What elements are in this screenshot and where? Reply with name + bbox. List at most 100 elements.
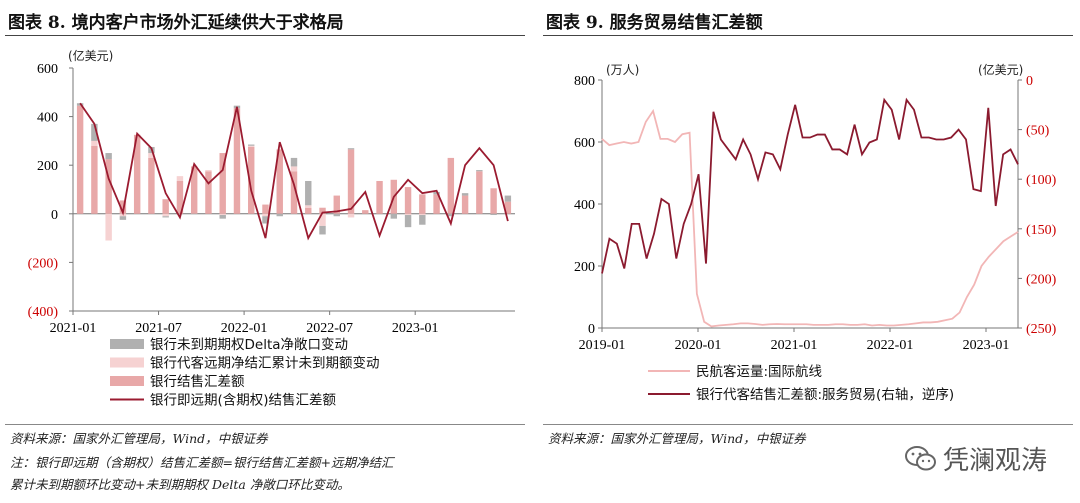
- right-source-rule: [543, 424, 1073, 425]
- line-intl-passenger: [601, 108, 1019, 328]
- right-source-text: 资料来源：国家外汇管理局，Wind，中银证券: [548, 431, 806, 446]
- bar-forward-change: [162, 213, 169, 217]
- bar-spot-balance: [376, 180, 383, 214]
- left-legend-swatch: [110, 339, 144, 349]
- left-x-tick-label: 2022-07: [306, 321, 353, 336]
- line-spot-forward-balance: [79, 102, 509, 241]
- bar-spot-balance: [305, 207, 312, 214]
- bar-delta-change: [262, 216, 269, 224]
- brand-text: 凭澜观涛: [943, 446, 1048, 476]
- bar-delta-change: [305, 180, 312, 206]
- left-unit-label: (亿美元): [68, 48, 113, 63]
- bar-delta-change: [461, 193, 469, 196]
- bar-spot-balance: [190, 166, 198, 214]
- bar-spot-balance: [290, 171, 298, 214]
- bar-forward-change: [219, 213, 226, 216]
- bar-spot-balance: [276, 149, 283, 214]
- bar-delta-change: [91, 123, 98, 141]
- bar-forward-change: [290, 166, 298, 172]
- bar-spot-balance: [248, 146, 255, 214]
- bar-forward-change: [105, 213, 112, 241]
- left-y-tick-label: 600: [37, 62, 58, 77]
- right-left-tick-label: 200: [574, 260, 595, 275]
- bar-spot-balance: [347, 149, 355, 214]
- left-y-tick-label: (400): [28, 305, 59, 320]
- bar-spot-balance: [419, 194, 426, 214]
- bar-forward-change: [347, 213, 355, 218]
- bar-forward-change: [262, 213, 269, 217]
- left-y-tick-label: 400: [37, 111, 58, 126]
- bar-forward-change: [305, 205, 312, 208]
- bar-spot-balance: [333, 195, 340, 214]
- left-title-rule: [5, 35, 525, 36]
- right-x-tick-label: 2019-01: [579, 338, 626, 353]
- bar-forward-change: [419, 213, 426, 216]
- right-left-unit-label: (万人): [606, 63, 639, 77]
- left-legend-swatch: [110, 357, 144, 368]
- bar-delta-change: [276, 213, 283, 217]
- left-legend-label: 银行即远期(含期权)结售汇差额: [150, 392, 337, 409]
- bar-delta-change: [476, 170, 483, 172]
- right-legend-label: 民航客运量:国际航线: [696, 363, 822, 380]
- bar-spot-balance: [162, 199, 169, 214]
- bar-forward-change: [205, 170, 212, 172]
- bar-delta-change: [390, 213, 398, 219]
- bar-forward-change: [248, 145, 255, 147]
- bar-delta-change: [248, 144, 255, 146]
- bar-spot-balance: [319, 207, 326, 214]
- right-title-rule: [543, 35, 1073, 36]
- bar-forward-change: [119, 213, 127, 217]
- bar-spot-balance: [148, 157, 155, 214]
- bar-spot-balance: [119, 200, 127, 214]
- bar-delta-change: [290, 157, 298, 167]
- bar-spot-balance: [205, 171, 212, 214]
- right-right-tick-label: (250): [1026, 322, 1057, 337]
- left-chart: (亿美元) 600 400 200 0 (200) (400)2021-01 2021-07 2…: [28, 48, 515, 409]
- right-left-tick-label: 0: [588, 322, 595, 337]
- right-left-tick-label: 600: [574, 136, 595, 151]
- bar-delta-change: [490, 213, 497, 216]
- bar-delta-change: [433, 191, 440, 195]
- bar-spot-balance: [91, 145, 98, 214]
- bar-delta-change: [404, 215, 412, 228]
- right-x-tick-label: 2022-01: [867, 338, 914, 353]
- right-x-tick-label: 2023-01: [963, 338, 1010, 353]
- left-source-rule: [5, 424, 525, 425]
- left-y-tick-label: 200: [37, 159, 58, 174]
- left-x-tick-label: 2022-01: [221, 321, 268, 336]
- left-source-text: 资料来源：国家外汇管理局，Wind，中银证券: [10, 431, 268, 446]
- bar-delta-change: [347, 148, 355, 150]
- bar-delta-change: [105, 153, 112, 160]
- bar-delta-change: [333, 213, 340, 217]
- bar-forward-change: [148, 153, 155, 158]
- bar-spot-balance: [262, 204, 269, 214]
- right-right-tick-label: (100): [1026, 173, 1057, 188]
- right-left-tick-label: 400: [574, 198, 595, 213]
- left-legend-label: 银行未到期期权Delta净敞口变动: [150, 336, 348, 353]
- wechat-icon: [905, 445, 936, 470]
- right-chart: (万人) (亿美元) 800 600 400 200 0 (250) (200) (150) (10…: [574, 62, 1057, 403]
- bar-delta-change: [119, 216, 127, 220]
- left-y-tick-label: (200): [28, 256, 59, 271]
- bar-delta-change: [319, 225, 326, 235]
- bar-spot-balance: [433, 194, 440, 214]
- bar-delta-change: [504, 195, 512, 202]
- bar-forward-change: [319, 213, 326, 226]
- right-right-unit-label: (亿美元): [978, 62, 1023, 77]
- bar-spot-balance: [461, 195, 469, 214]
- line-services-balance: [601, 97, 1019, 274]
- bar-spot-balance: [133, 134, 141, 214]
- right-right-tick-label: (200): [1026, 272, 1057, 287]
- left-note-line2: 累计未到期额环比变动+未到期期权 Delta 净敞口环比变动。: [10, 477, 350, 492]
- bar-spot-balance: [504, 201, 512, 214]
- bar-spot-balance: [105, 159, 112, 214]
- left-x-tick-label: 2021-01: [50, 321, 97, 336]
- right-right-tick-label: (50): [1026, 124, 1050, 139]
- bar-spot-balance: [404, 187, 412, 214]
- bar-delta-change: [219, 215, 226, 219]
- bar-spot-balance: [233, 108, 241, 214]
- right-left-tick-label: 800: [574, 74, 595, 89]
- left-note-line1: 注：银行即远期（含期权）结售汇差额=银行结售汇差额+远期净结汇: [10, 455, 394, 470]
- bar-forward-change: [404, 213, 412, 216]
